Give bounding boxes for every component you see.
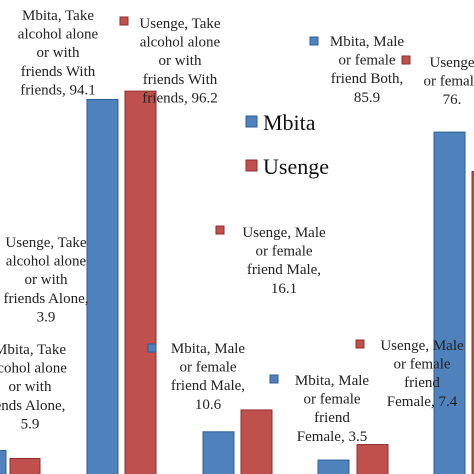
data-label-u-alone: Usenge, Take alcohol alone or with friends … [4,235,89,325]
data-label-line: or female [393,357,450,373]
data-label-line: friend [314,410,350,426]
data-label-line: friend Both, [331,71,404,87]
data-label-m-with: Mbita, Take alcohol alone or with friends W… [18,8,99,98]
data-label-m-alone: Mbita, Take lcohol alone or with ends Alone… [0,342,67,432]
data-label-m-both: Mbita, Male or female friend Both, 85.9 [309,34,404,106]
bar-u-with [124,90,157,474]
data-label-line: Usenge [430,55,474,71]
data-label-line: Usenge, Male [380,338,464,354]
data-label-line: or with [37,45,80,61]
data-label-u-with: Usenge, Take alcohol alone or with friends … [119,16,221,106]
data-label-line: Mbita, Take [0,342,66,358]
data-label-line: or female [338,53,395,69]
data-label-line: friends, 96.2 [142,90,217,106]
data-label-line: or with [25,272,68,288]
label-marker [119,16,129,26]
data-label-line: Female, 7.4 [387,394,458,410]
data-label-line: Usenge, Take [139,16,220,32]
data-label-line: 3.9 [37,309,56,325]
data-labels-layer: Mbita, Take alcohol alone or with friends W… [0,8,474,445]
bar-m-both [433,131,466,474]
label-marker [309,36,319,46]
data-label-line: friends With [21,64,96,80]
data-label-line: alcohol alone [140,35,221,51]
legend: Mbita Usenge [245,110,329,179]
bar-u-female [356,444,389,474]
bars-layer [0,90,474,474]
data-label-line: 85.9 [354,90,380,106]
data-label-line: 16.1 [271,281,297,297]
data-label-line: 10.6 [195,397,222,413]
data-label-line: Female, 3.5 [297,429,367,445]
data-label-line: friends Alone, [4,291,89,307]
label-marker [401,55,411,65]
data-label-line: Usenge, Take [5,235,86,251]
data-label-u-both: Usenge or female 76. [401,55,474,108]
data-label-line: friends, 94.1 [20,82,95,98]
data-label-line: or female [179,360,236,376]
bar-u-alone [9,457,41,474]
data-label-line: or female [255,244,312,260]
label-marker [269,374,279,384]
data-label-line: 76. [443,92,462,108]
data-label-line: 5.9 [21,416,40,432]
data-label-u-male: Usenge, Male or female friend Male, 16.1 [215,225,326,297]
label-marker [215,225,225,235]
legend-label-mbita: Mbita [263,110,316,135]
data-label-line: friend Male, [247,262,321,278]
bar-u-male [240,409,273,474]
data-label-line: or with [9,379,52,395]
data-label-line: alcohol alone [18,27,99,43]
data-label-line: Mbita, Male [295,373,369,389]
bar-m-alone [0,450,7,474]
data-label-line: lcohol alone [0,361,67,377]
bar-m-female [317,459,350,474]
data-label-line: or female [423,74,474,90]
legend-swatch-mbita [245,115,258,128]
bar-m-male [202,431,235,474]
data-label-m-male: Mbita, Male or female friend Male, 10.6 [147,341,245,413]
data-label-line: Mbita, Male [330,34,404,50]
label-marker [355,339,365,349]
bar-m-with [86,98,119,474]
data-label-line: or with [159,53,202,69]
data-label-line: or female [303,392,360,408]
data-label-line: friend Male, [171,378,245,394]
legend-label-usenge: Usenge [263,154,329,179]
data-label-line: ends Alone, [0,398,65,414]
legend-swatch-usenge [245,159,258,172]
label-marker [147,343,157,353]
data-label-line: alcohol alone [6,254,87,270]
data-label-line: Mbita, Take [22,8,94,24]
bar-u-both [471,171,474,474]
data-label-line: Mbita, Male [171,341,245,357]
data-label-u-female: Usenge, Male or female friend Female, 7.4 [355,338,464,410]
data-label-line: friend [404,375,440,391]
data-label-line: Usenge, Male [242,225,326,241]
data-label-line: friends With [143,72,218,88]
data-label-m-female: Mbita, Male or female friend Female, 3.5 [269,373,369,445]
